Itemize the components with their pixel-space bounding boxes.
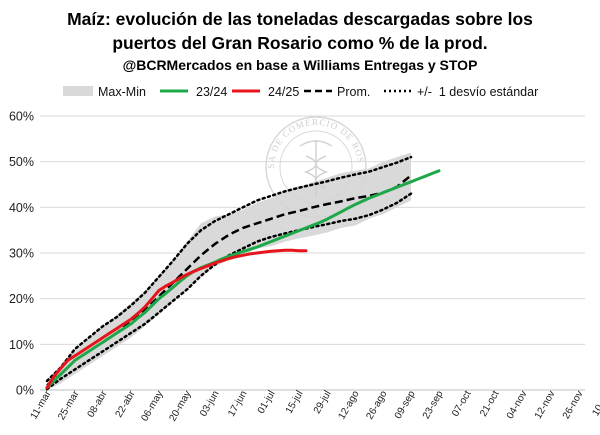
y-tick-label: 10%: [9, 338, 34, 352]
legend-label-maxmin: Max-Min: [98, 85, 146, 99]
series-line-desvio-upper: [45, 155, 413, 383]
y-tick-label: 30%: [9, 247, 34, 261]
y-tick-label: 50%: [9, 155, 34, 169]
y-tick-label: 20%: [9, 292, 34, 306]
y-tick-label: 0%: [16, 384, 34, 398]
chart-subtitle: @BCRMercados en base a Williams Entregas…: [123, 57, 478, 73]
legend-label-2324: 23/24: [196, 85, 227, 99]
legend-label-prom: Prom.: [337, 85, 370, 99]
legend-label-desvio: +/- 1 desvío estándar: [417, 85, 538, 99]
grid: [40, 115, 585, 391]
y-tick-label: 40%: [9, 201, 34, 215]
chart-title-line1: Maíz: evolución de las toneladas descarg…: [67, 9, 533, 29]
series-line-2324: [45, 169, 441, 390]
x-tick-label: 10-dic: [590, 389, 600, 418]
y-tick-label: 60%: [9, 110, 34, 124]
y-axis-ticks: 0% 10% 20% 30% 40% 50% 60%: [9, 110, 34, 398]
legend: Max-Min 23/24 24/25 Prom. +/- 1 desvío e…: [63, 85, 538, 99]
legend-swatch-maxmin: [63, 86, 93, 96]
series-band-maxmin: [47, 152, 411, 390]
chart-title-line2: puertos del Gran Rosario como % de la pr…: [112, 33, 487, 53]
legend-label-2425: 24/25: [268, 85, 299, 99]
series-line-2425: [45, 248, 308, 390]
